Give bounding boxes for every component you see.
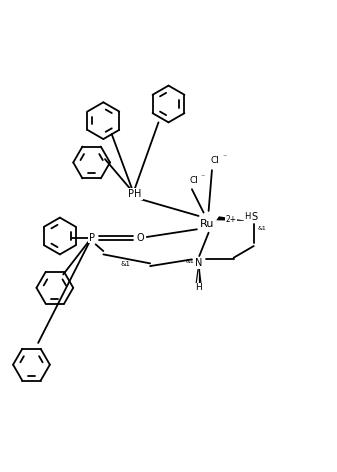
Text: H: H [245,212,251,221]
Text: N: N [195,258,202,268]
Text: &1: &1 [258,226,267,231]
Text: ⁻: ⁻ [201,172,205,181]
Text: ⁻: ⁻ [222,152,227,161]
Polygon shape [216,216,247,221]
Text: &1: &1 [120,261,130,268]
Text: H: H [195,283,202,292]
Text: PH: PH [128,189,142,199]
Text: Cl: Cl [211,156,220,165]
Text: Cl: Cl [189,177,198,185]
Text: &1: &1 [186,259,194,263]
Text: Ru: Ru [200,219,214,229]
Text: S: S [252,211,258,222]
Text: P: P [89,233,95,243]
Text: O: O [136,233,144,243]
Text: 2+: 2+ [225,215,237,224]
